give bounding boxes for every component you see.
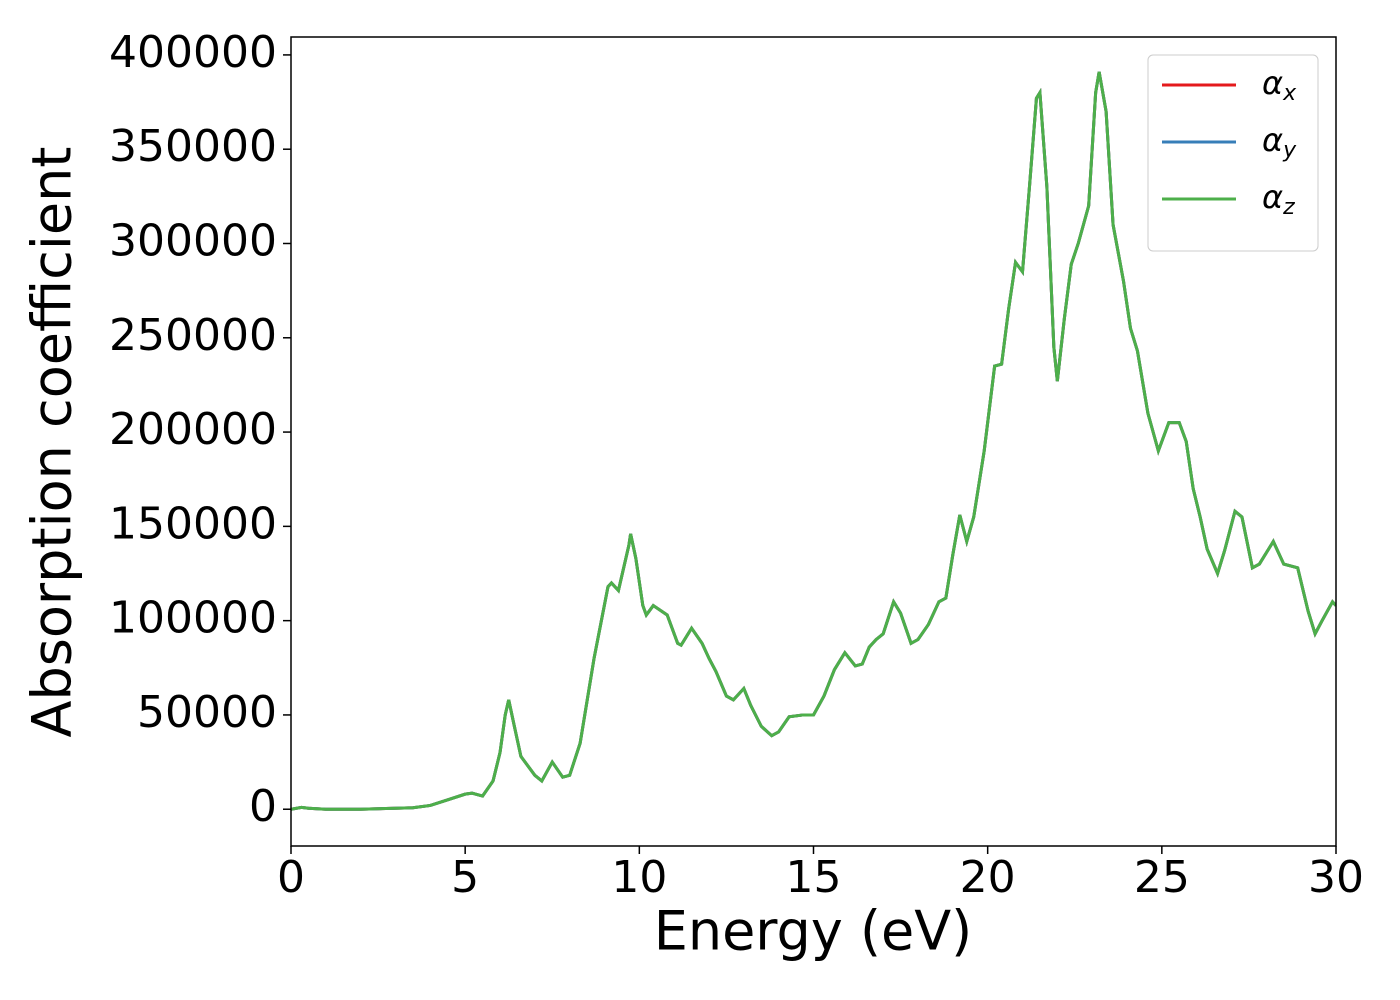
y-tick-label: 150000 <box>109 498 277 549</box>
y-tick-label: 350000 <box>109 121 277 172</box>
legend-label: αy <box>1262 121 1297 163</box>
y-tick-label: 200000 <box>109 404 277 455</box>
legend-label: αz <box>1262 178 1295 220</box>
legend-box <box>1147 54 1319 252</box>
x-tick-label: 15 <box>786 852 842 903</box>
x-axis-label: Energy (eV) <box>654 900 973 963</box>
y-tick-label: 250000 <box>109 310 277 361</box>
y-axis-label: Absorption coefficient <box>21 147 84 738</box>
y-tick-label: 300000 <box>109 215 277 266</box>
plot-frame <box>290 36 1337 847</box>
x-tick-label: 10 <box>611 852 667 903</box>
y-tick-label: 400000 <box>109 27 277 78</box>
legend-label: αx <box>1262 64 1297 106</box>
x-tick-label: 0 <box>277 852 305 903</box>
series-line <box>291 71 1336 811</box>
x-tick-label: 25 <box>1134 852 1190 903</box>
x-tick-label: 30 <box>1308 852 1364 903</box>
y-tick-label: 0 <box>249 781 277 832</box>
x-tick-label: 5 <box>451 852 479 903</box>
y-tick-label: 100000 <box>109 593 277 644</box>
y-tick-label: 50000 <box>137 687 277 738</box>
x-tick-label: 20 <box>960 852 1016 903</box>
